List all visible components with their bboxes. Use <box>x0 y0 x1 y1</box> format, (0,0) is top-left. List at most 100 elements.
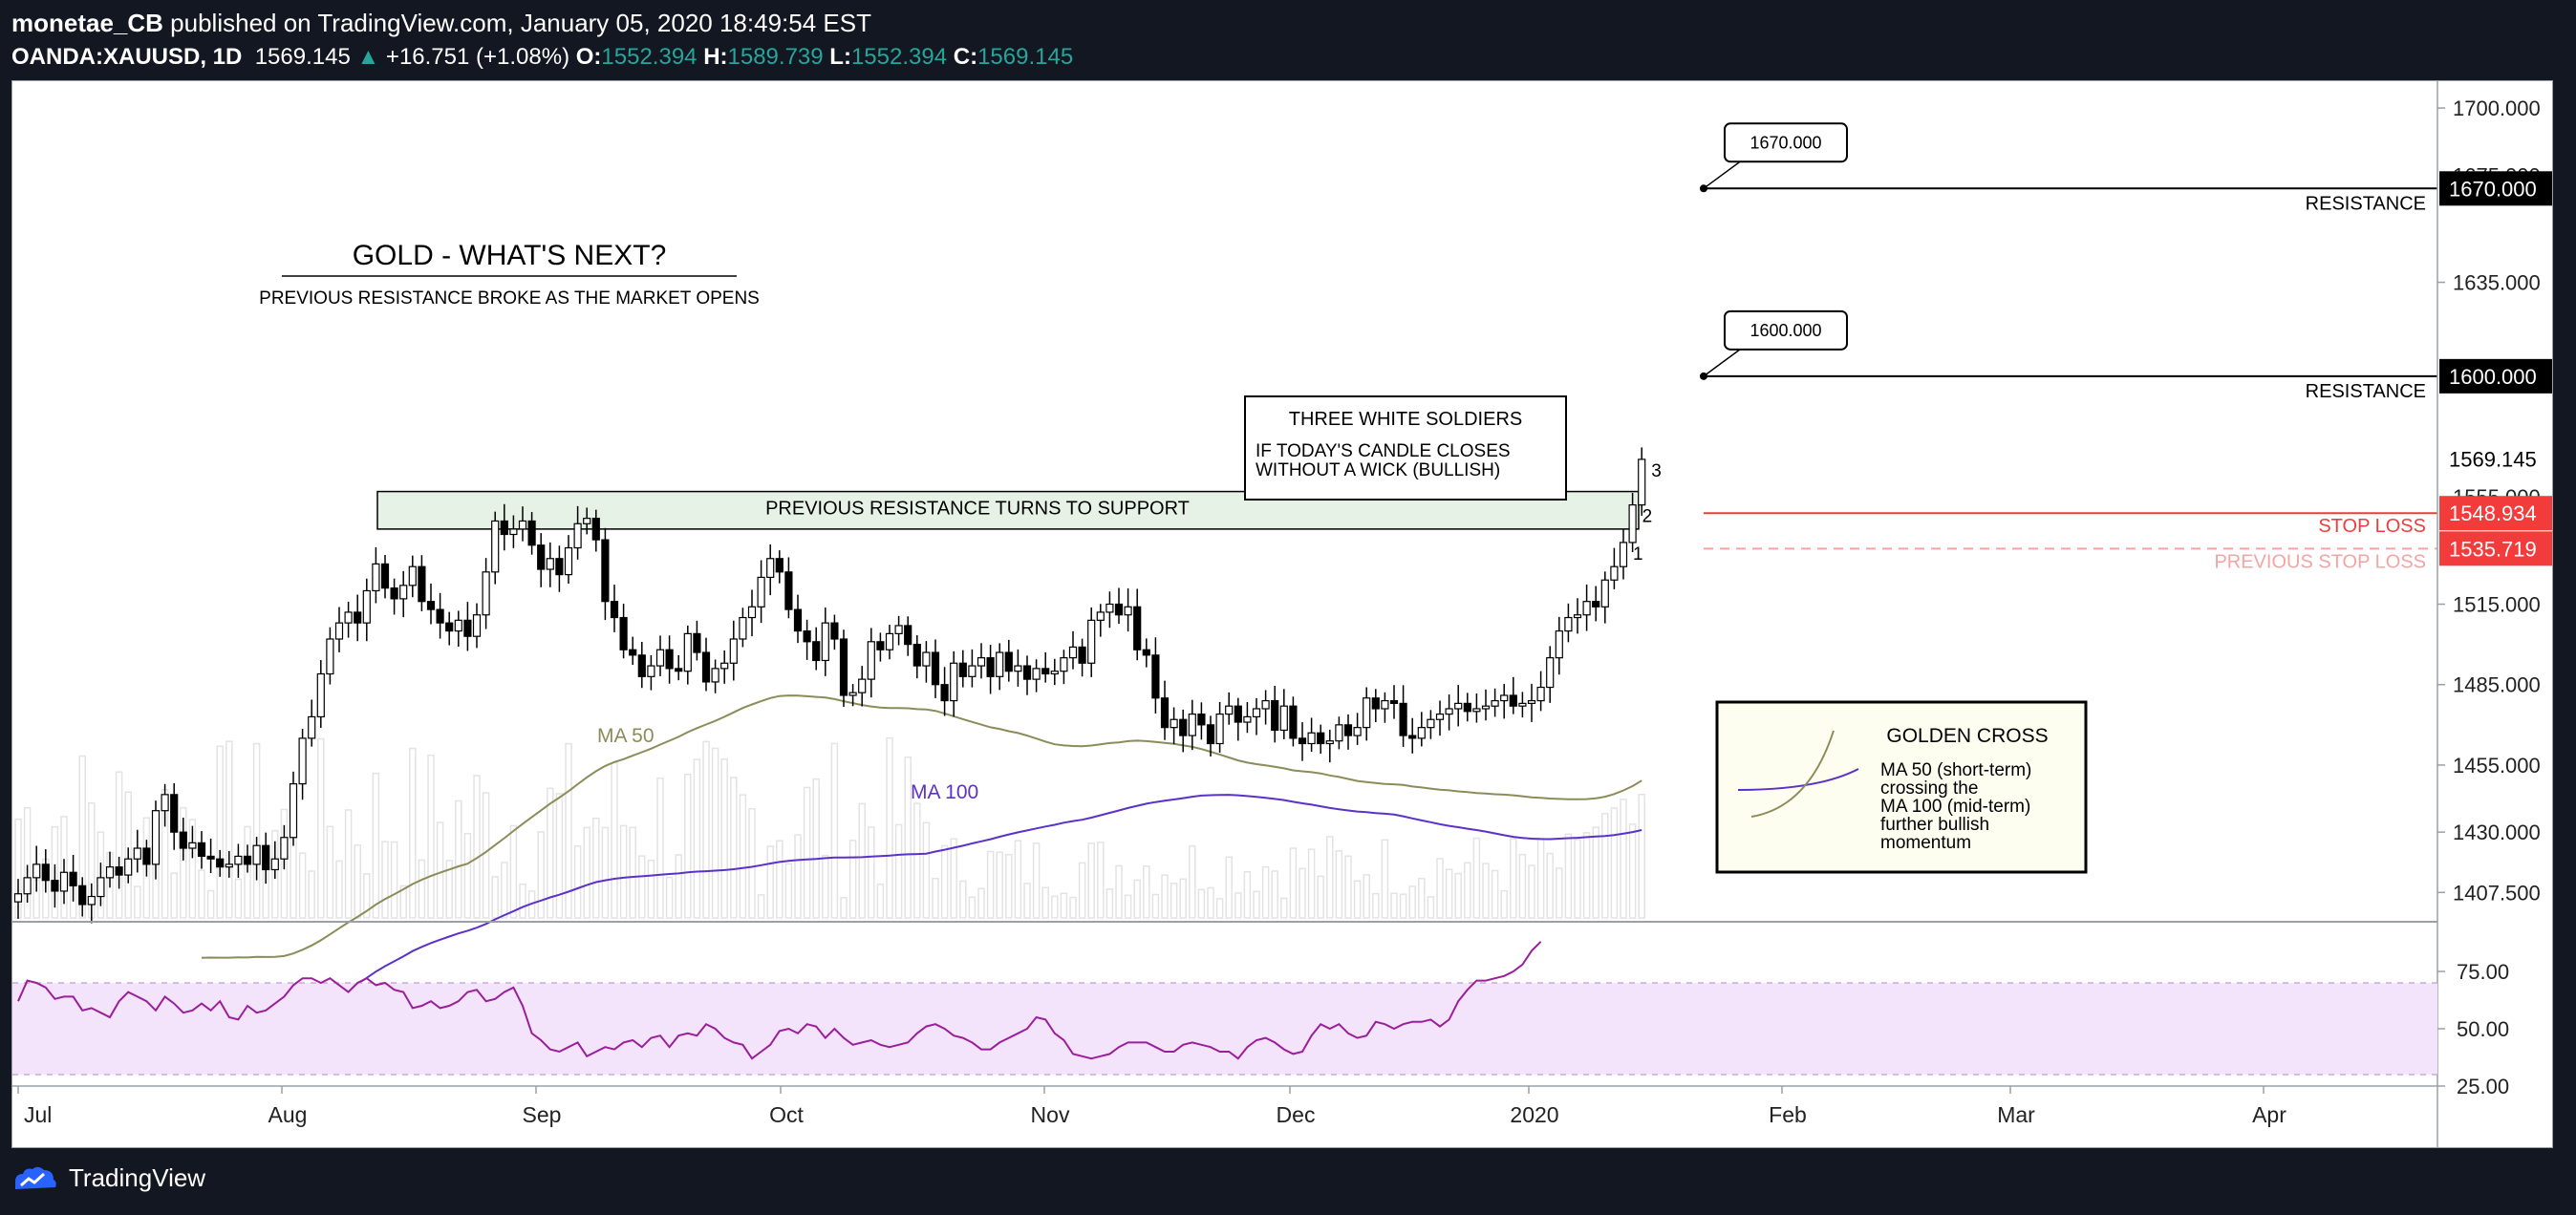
volume-bar <box>1124 894 1132 919</box>
candle-body <box>188 842 197 849</box>
soldiers-line-1: IF TODAY'S CANDLE CLOSES <box>1256 441 1511 461</box>
volume-bar <box>757 894 765 919</box>
candle-body <box>1206 724 1215 745</box>
author-name[interactable]: monetae_CB <box>11 9 163 37</box>
volume-bar <box>115 771 123 919</box>
chart-title: GOLD - WHAT'S NEXT? <box>353 240 667 271</box>
volume-bar <box>720 757 728 919</box>
candle-body <box>665 649 674 670</box>
volume-bar <box>1207 886 1214 919</box>
candle-body <box>87 895 96 906</box>
volume-bar <box>509 824 518 919</box>
candle-body <box>1243 715 1252 723</box>
candle-body <box>390 587 398 600</box>
tradingview-logo-icon[interactable] <box>11 1164 59 1193</box>
volume-bar <box>656 777 664 919</box>
soldier-label-3: 3 <box>1651 461 1662 481</box>
candle-body <box>1555 629 1563 659</box>
candle-body <box>1252 708 1261 718</box>
volume-bar <box>583 826 590 919</box>
volume-bar <box>1482 863 1490 919</box>
ma100-label: MA 100 <box>911 781 978 803</box>
candle-body <box>454 619 462 632</box>
volume-bar <box>335 860 343 919</box>
ma100-line <box>356 794 1642 985</box>
candle-body <box>1371 697 1380 710</box>
volume-bar <box>1592 826 1599 919</box>
volume-bar <box>473 775 481 919</box>
rsi-tick-label: 50.00 <box>2457 1017 2509 1041</box>
price-tick-label: 1430.000 <box>2453 821 2541 844</box>
candle-body <box>1335 724 1343 742</box>
candle-body <box>436 608 444 624</box>
volume-bar <box>1261 865 1270 919</box>
candle-body <box>445 622 454 632</box>
candle-body <box>1427 718 1435 729</box>
volume-bar <box>244 825 251 919</box>
volume-bar <box>1491 869 1499 919</box>
volume-bar <box>399 885 407 919</box>
volume-bar <box>51 825 59 919</box>
candle-body <box>729 638 738 664</box>
last-price-tag <box>2439 441 2552 477</box>
volume-bar <box>977 887 985 919</box>
candle-body <box>1445 708 1453 715</box>
high-label: H: <box>703 44 728 70</box>
volume-bar <box>427 754 435 919</box>
volume-bar <box>940 844 949 919</box>
volume-bar <box>555 793 564 919</box>
price-chart[interactable]: PREVIOUS RESISTANCE TURNS TO SUPPORT MA 5… <box>12 81 2552 1147</box>
resistance-1600-callout-text: 1600.000 <box>1750 321 1821 340</box>
candle-body <box>1481 705 1491 710</box>
candle-body <box>1454 702 1463 710</box>
symbol-label[interactable]: OANDA:XAUUSD, 1D <box>11 44 243 70</box>
resistance-1600-pointer <box>1703 349 1741 377</box>
support-zone-label: PREVIOUS RESISTANCE TURNS TO SUPPORT <box>765 499 1190 520</box>
candle-body <box>821 622 829 662</box>
candle-body <box>1619 542 1628 567</box>
candle-body <box>161 794 169 812</box>
volume-bar <box>1601 813 1609 919</box>
volume-bar <box>298 852 307 919</box>
candle-body <box>362 589 371 624</box>
volume-bar <box>1536 837 1545 919</box>
low-value: 1552.394 <box>850 44 948 70</box>
candle-body <box>739 616 747 640</box>
candle-body <box>354 611 362 624</box>
volume-bar <box>1051 895 1059 919</box>
chart-area[interactable]: PREVIOUS RESISTANCE TURNS TO SUPPORT MA 5… <box>11 80 2553 1148</box>
time-tick-label: Mar <box>1997 1102 2035 1127</box>
stop-loss-label: STOP LOSS <box>2318 516 2426 537</box>
volume-bar <box>491 876 499 919</box>
price-tick-label: 1455.000 <box>2453 754 2541 778</box>
volume-bar <box>1170 883 1178 919</box>
candle-body <box>858 678 867 693</box>
volume-bar <box>1225 856 1233 919</box>
volume-bar <box>794 834 802 919</box>
candle-body <box>151 810 161 865</box>
volume-bar <box>1556 867 1563 919</box>
footer-brand[interactable]: TradingView <box>69 1163 206 1192</box>
volume-bar <box>1582 832 1591 919</box>
resistance-1600-label: RESISTANCE <box>2306 381 2426 402</box>
candle-body <box>1133 606 1142 650</box>
candle-body <box>996 651 1004 677</box>
candle-body <box>1050 671 1059 675</box>
resistance-1670-pointer <box>1703 160 1741 189</box>
volume-bar <box>234 878 243 919</box>
candle-body <box>426 601 436 610</box>
candle-body <box>1463 702 1471 713</box>
volume-bar <box>573 845 582 919</box>
volume-bar <box>170 872 178 919</box>
ma50-label: MA 50 <box>597 725 655 747</box>
candle-body <box>289 783 298 839</box>
soldier-label-1: 1 <box>1633 544 1643 565</box>
volume-bar <box>1179 878 1187 919</box>
candle-body <box>418 565 426 603</box>
candle-body <box>1353 727 1362 736</box>
golden-cross-line-2: crossing the <box>1880 778 1978 799</box>
volume-bar <box>1628 823 1637 919</box>
volume-bar <box>1023 883 1031 919</box>
volume-bar <box>1638 793 1645 919</box>
volume-bar <box>1510 838 1517 919</box>
